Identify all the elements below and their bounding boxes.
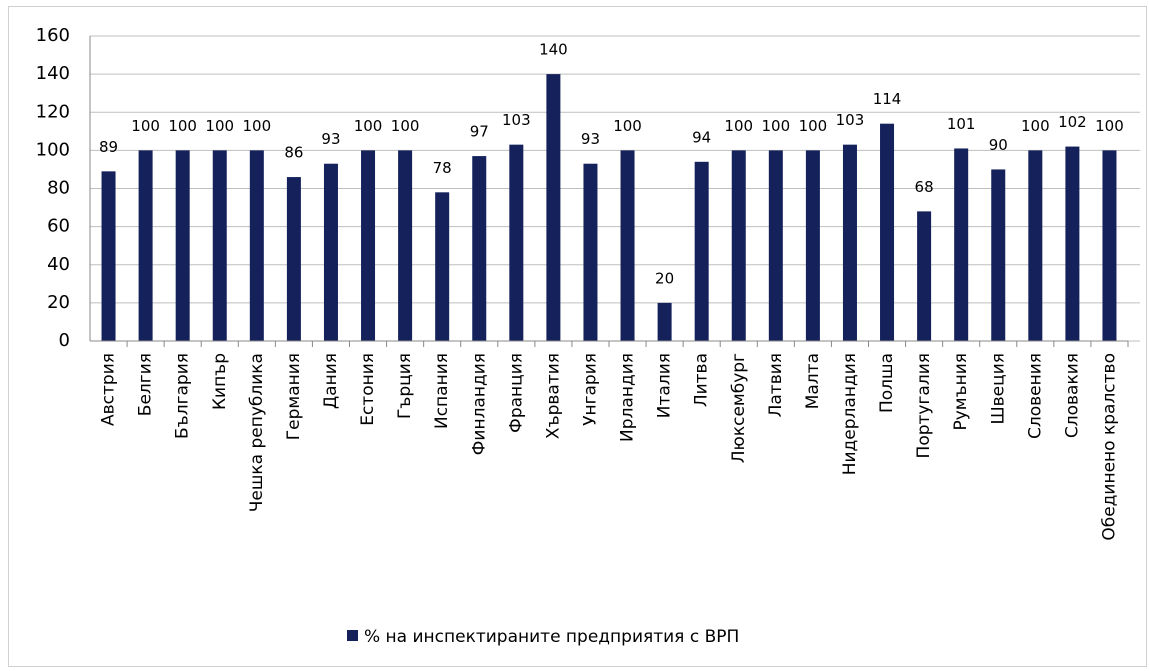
value-label: 100: [205, 117, 234, 135]
y-tick-label: 40: [47, 254, 70, 275]
x-tick-label: България: [173, 353, 193, 439]
x-tick-label: Гърция: [395, 353, 415, 419]
bar: [768, 150, 783, 341]
y-tick-label: 140: [36, 63, 70, 84]
bar: [805, 150, 820, 341]
legend-swatch: [347, 630, 358, 641]
x-tick-label: Нидерландия: [840, 353, 860, 475]
value-label: 97: [470, 123, 489, 141]
bar: [101, 171, 116, 341]
value-label: 103: [502, 111, 531, 129]
x-tick-label: Унгария: [580, 353, 600, 426]
bar: [954, 148, 969, 341]
x-tick-label: Швеция: [988, 353, 1008, 425]
bar: [546, 74, 561, 341]
x-tick-label: Люксембург: [729, 353, 749, 463]
x-tick-label: Австрия: [99, 353, 119, 426]
x-tick-label: Малта: [803, 353, 823, 409]
bar: [323, 163, 338, 341]
value-label: 20: [655, 269, 674, 287]
x-tick-label: Германия: [284, 353, 304, 440]
y-tick-label: 20: [47, 292, 70, 313]
bar: [991, 169, 1006, 341]
value-label: 100: [168, 117, 197, 135]
value-label: 140: [539, 41, 568, 59]
bar: [472, 156, 487, 341]
bar: [435, 192, 450, 341]
x-tick-label: Обединено кралство: [1099, 353, 1119, 541]
value-label: 100: [799, 117, 828, 135]
bar: [1102, 150, 1117, 341]
value-label: 100: [131, 117, 160, 135]
bar: [842, 144, 857, 341]
bar: [731, 150, 746, 341]
x-tick-label: Литва: [692, 353, 712, 407]
value-label: 100: [1021, 117, 1050, 135]
bar: [917, 211, 932, 341]
legend-label: % на инспектираните предприятия с ВРП: [364, 627, 739, 647]
bar: [175, 150, 190, 341]
x-tick-label: Франция: [506, 353, 526, 433]
bar: [1065, 146, 1080, 341]
value-label: 100: [391, 117, 420, 135]
bar: [694, 161, 709, 341]
bar: [583, 163, 598, 341]
x-tick-label: Чешка република: [247, 353, 267, 512]
value-label: 68: [915, 178, 934, 196]
x-tick-label: Словения: [1025, 353, 1045, 439]
x-tick-label: Италия: [655, 353, 675, 418]
x-tick-label: Португалия: [914, 353, 934, 458]
bar: [138, 150, 153, 341]
bar: [620, 150, 635, 341]
bar: [657, 302, 672, 341]
value-label: 93: [581, 130, 600, 148]
y-tick-label: 60: [47, 216, 70, 237]
x-tick-label: Ирландия: [618, 353, 638, 442]
value-label: 103: [836, 111, 865, 129]
value-label: 89: [99, 138, 118, 156]
value-label: 90: [989, 136, 1008, 154]
y-tick-label: 100: [36, 139, 70, 160]
x-tick-label: Словакия: [1062, 353, 1082, 438]
x-tick-label: Испания: [432, 353, 452, 429]
value-label: 100: [354, 117, 383, 135]
x-tick-label: Дания: [321, 353, 341, 409]
y-tick-label: 80: [47, 178, 70, 199]
bar: [1028, 150, 1043, 341]
x-tick-label: Хърватия: [543, 353, 563, 439]
x-tick-label: Полша: [877, 353, 897, 413]
x-tick-label: Финландия: [469, 353, 489, 455]
value-label: 100: [1095, 117, 1124, 135]
value-label: 114: [873, 90, 902, 108]
bar: [509, 144, 524, 341]
bar: [398, 150, 413, 341]
y-tick-label: 160: [36, 25, 70, 46]
value-label: 86: [284, 144, 303, 162]
value-label: 100: [613, 117, 642, 135]
value-label: 100: [243, 117, 272, 135]
x-tick-label: Кипър: [210, 353, 230, 410]
bar: [286, 177, 301, 341]
value-label: 101: [947, 115, 976, 133]
value-label: 78: [433, 159, 452, 177]
bar: [249, 150, 264, 341]
value-label: 102: [1058, 113, 1087, 131]
bar: [880, 123, 895, 341]
x-tick-label: Естония: [358, 353, 378, 426]
x-tick-label: Латвия: [766, 353, 786, 417]
bar: [361, 150, 376, 341]
y-tick-label: 120: [36, 101, 70, 122]
value-label: 93: [321, 130, 340, 148]
x-tick-label: Белгия: [136, 353, 156, 416]
value-label: 94: [692, 128, 711, 146]
y-tick-label: 0: [59, 330, 70, 351]
value-label: 100: [724, 117, 753, 135]
x-tick-label: Румъния: [951, 353, 971, 431]
bar: [212, 150, 227, 341]
value-label: 100: [762, 117, 791, 135]
